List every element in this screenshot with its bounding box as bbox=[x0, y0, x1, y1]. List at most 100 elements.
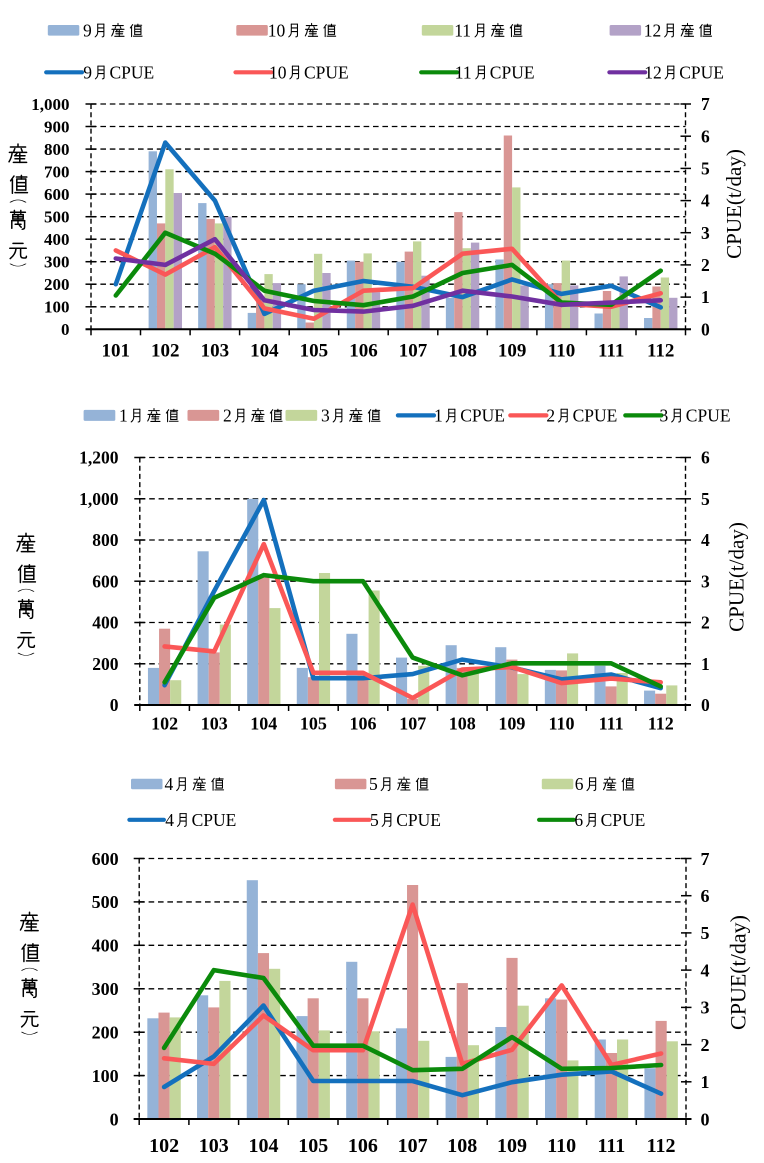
svg-text:CPUE: CPUE bbox=[460, 406, 505, 426]
svg-text:109: 109 bbox=[498, 713, 525, 733]
svg-text:1: 1 bbox=[119, 406, 128, 426]
svg-text:111: 111 bbox=[598, 341, 624, 362]
svg-text:108: 108 bbox=[448, 341, 477, 362]
svg-text:105: 105 bbox=[300, 713, 327, 733]
svg-text:300: 300 bbox=[44, 253, 70, 272]
svg-text:CPUE: CPUE bbox=[396, 810, 441, 830]
svg-text:6: 6 bbox=[701, 448, 710, 468]
svg-text:200: 200 bbox=[92, 1023, 119, 1043]
svg-text:300: 300 bbox=[92, 979, 119, 999]
svg-text:700: 700 bbox=[44, 163, 70, 182]
svg-text:1,000: 1,000 bbox=[31, 95, 69, 114]
svg-text:111: 111 bbox=[599, 713, 624, 733]
svg-text:CPUE: CPUE bbox=[679, 62, 724, 82]
svg-text:112: 112 bbox=[647, 1135, 676, 1157]
svg-text:1,000: 1,000 bbox=[79, 489, 119, 509]
svg-text:CPUE: CPUE bbox=[490, 62, 535, 82]
svg-text:3: 3 bbox=[321, 406, 330, 426]
svg-text:600: 600 bbox=[92, 849, 119, 869]
svg-text:CPUE: CPUE bbox=[573, 406, 618, 426]
svg-text:2: 2 bbox=[701, 613, 710, 633]
svg-text:112: 112 bbox=[647, 341, 674, 362]
svg-text:10: 10 bbox=[268, 20, 286, 40]
svg-text:107: 107 bbox=[398, 1135, 428, 1157]
svg-text:7: 7 bbox=[701, 94, 710, 114]
svg-text:102: 102 bbox=[151, 713, 178, 733]
svg-text:800: 800 bbox=[92, 530, 119, 550]
svg-text:102: 102 bbox=[151, 341, 180, 362]
svg-text:12: 12 bbox=[644, 62, 662, 82]
svg-text:104: 104 bbox=[249, 1135, 279, 1157]
svg-text:102: 102 bbox=[149, 1135, 179, 1157]
svg-text:5: 5 bbox=[701, 489, 710, 509]
svg-text:CPUE(t/day): CPUE(t/day) bbox=[722, 149, 746, 259]
svg-text:4: 4 bbox=[701, 191, 710, 211]
svg-text:2: 2 bbox=[223, 406, 232, 426]
svg-text:105: 105 bbox=[300, 341, 329, 362]
svg-text:10: 10 bbox=[269, 62, 287, 82]
svg-text:2: 2 bbox=[701, 255, 710, 275]
svg-text:CPUE: CPUE bbox=[192, 810, 237, 830]
svg-text:6: 6 bbox=[574, 810, 583, 830]
svg-text:5: 5 bbox=[701, 159, 710, 179]
svg-text:800: 800 bbox=[44, 140, 70, 159]
svg-text:900: 900 bbox=[44, 118, 70, 137]
svg-text:106: 106 bbox=[349, 341, 378, 362]
svg-text:9: 9 bbox=[83, 20, 92, 40]
svg-text:3: 3 bbox=[660, 406, 669, 426]
svg-text:5: 5 bbox=[701, 923, 710, 943]
svg-text:5: 5 bbox=[369, 774, 378, 794]
svg-text:4: 4 bbox=[701, 530, 710, 550]
svg-text:5: 5 bbox=[370, 810, 379, 830]
svg-text:0: 0 bbox=[701, 695, 710, 715]
svg-text:1: 1 bbox=[434, 406, 443, 426]
svg-text:108: 108 bbox=[449, 713, 476, 733]
svg-text:1: 1 bbox=[701, 287, 710, 307]
svg-text:CPUE(t/day): CPUE(t/day) bbox=[726, 915, 751, 1030]
svg-text:600: 600 bbox=[44, 185, 70, 204]
svg-text:CPUE: CPUE bbox=[601, 810, 646, 830]
svg-text:104: 104 bbox=[250, 713, 277, 733]
svg-text:111: 111 bbox=[598, 1135, 626, 1157]
svg-text:0: 0 bbox=[110, 1109, 119, 1129]
svg-text:104: 104 bbox=[250, 341, 279, 362]
svg-text:400: 400 bbox=[92, 613, 119, 633]
svg-text:3: 3 bbox=[701, 571, 710, 591]
svg-text:CPUE: CPUE bbox=[110, 62, 155, 82]
svg-text:0: 0 bbox=[110, 695, 119, 715]
svg-text:400: 400 bbox=[44, 230, 70, 249]
svg-text:107: 107 bbox=[399, 713, 426, 733]
svg-text:1: 1 bbox=[701, 654, 710, 674]
svg-text:CPUE: CPUE bbox=[304, 62, 349, 82]
svg-text:108: 108 bbox=[447, 1135, 477, 1157]
svg-text:103: 103 bbox=[201, 341, 230, 362]
svg-text:106: 106 bbox=[348, 1135, 378, 1157]
svg-text:103: 103 bbox=[199, 1135, 229, 1157]
svg-text:400: 400 bbox=[92, 936, 119, 956]
svg-text:4: 4 bbox=[165, 774, 174, 794]
svg-text:100: 100 bbox=[44, 298, 70, 317]
svg-text:9: 9 bbox=[83, 62, 92, 82]
svg-text:6: 6 bbox=[701, 126, 710, 146]
svg-text:7: 7 bbox=[701, 849, 710, 869]
svg-text:CPUE: CPUE bbox=[686, 406, 731, 426]
svg-text:112: 112 bbox=[648, 713, 674, 733]
svg-text:11: 11 bbox=[454, 20, 471, 40]
svg-text:106: 106 bbox=[350, 713, 377, 733]
svg-text:100: 100 bbox=[92, 1066, 119, 1086]
svg-text:103: 103 bbox=[201, 713, 228, 733]
svg-text:0: 0 bbox=[61, 320, 70, 339]
svg-text:107: 107 bbox=[399, 341, 428, 362]
svg-text:110: 110 bbox=[547, 1135, 576, 1157]
svg-text:6: 6 bbox=[575, 774, 584, 794]
svg-text:12: 12 bbox=[644, 20, 662, 40]
svg-text:0: 0 bbox=[701, 319, 710, 339]
svg-text:4: 4 bbox=[701, 960, 710, 980]
svg-text:200: 200 bbox=[44, 275, 70, 294]
svg-text:500: 500 bbox=[92, 892, 119, 912]
svg-text:11: 11 bbox=[455, 62, 472, 82]
svg-text:101: 101 bbox=[102, 341, 131, 362]
svg-text:0: 0 bbox=[701, 1109, 710, 1129]
svg-text:CPUE(t/day): CPUE(t/day) bbox=[724, 522, 748, 632]
svg-text:200: 200 bbox=[92, 654, 119, 674]
